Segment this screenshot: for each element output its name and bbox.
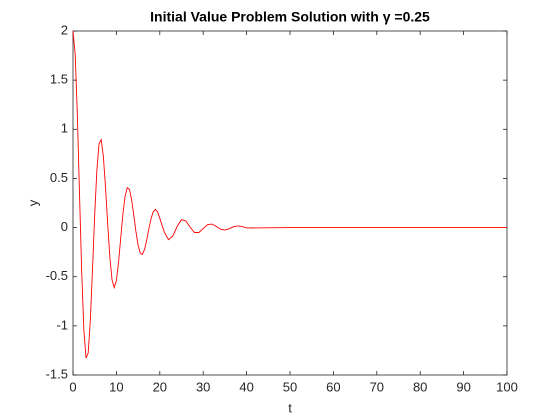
- x-tick-label: 80: [413, 379, 427, 394]
- x-tick-label: 10: [109, 379, 123, 394]
- data-line: [72, 30, 507, 359]
- x-tick-label: 30: [196, 379, 210, 394]
- plot-frame: [72, 30, 508, 376]
- y-tick-label: 0: [61, 219, 68, 234]
- y-tick-label: 2: [61, 22, 68, 37]
- y-tick-label: -0.5: [46, 268, 68, 283]
- y-tick-label: 0.5: [50, 170, 68, 185]
- x-tick-label: 90: [456, 379, 470, 394]
- y-tick-label: -1: [56, 317, 68, 332]
- x-axis-label: t: [288, 400, 292, 415]
- x-tick-label: 20: [153, 379, 167, 394]
- y-tick-label: 1: [61, 121, 68, 136]
- y-axis-label: y: [25, 199, 40, 206]
- x-tick-label: 70: [370, 379, 384, 394]
- x-tick-label: 40: [239, 379, 253, 394]
- x-tick-label: 0: [69, 379, 76, 394]
- x-tick-label: 50: [283, 379, 297, 394]
- x-tick-label: 60: [326, 379, 340, 394]
- y-tick-label: 1.5: [50, 72, 68, 87]
- x-tick-label: 100: [496, 379, 518, 394]
- chart-title: Initial Value Problem Solution with γ =0…: [150, 9, 430, 25]
- y-tick-label: -1.5: [46, 366, 68, 381]
